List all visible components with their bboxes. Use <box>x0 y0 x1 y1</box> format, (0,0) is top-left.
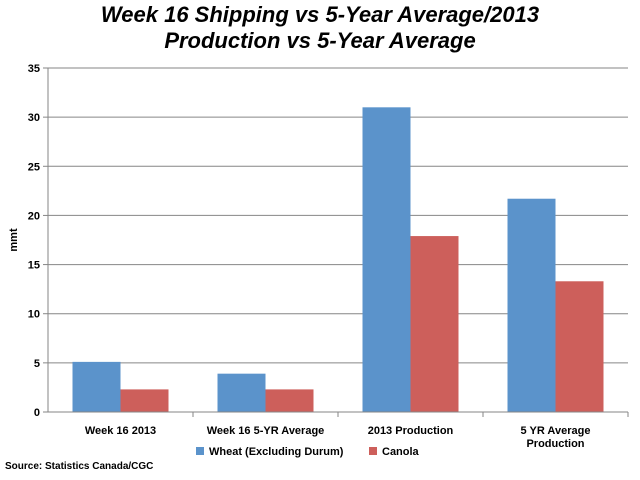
bar-wheat <box>217 373 266 412</box>
bar-wheat <box>362 107 411 413</box>
chart-title: Week 16 Shipping vs 5-Year Average/2013 … <box>0 2 640 54</box>
source-note: Source: Statistics Canada/CGC <box>5 461 154 472</box>
y-tick-label: 30 <box>28 112 40 124</box>
legend-swatch <box>369 447 377 455</box>
bar-wheat <box>507 198 556 412</box>
bar-canola <box>555 281 604 412</box>
x-tick-label: Week 16 5-YR Average <box>207 425 325 437</box>
chart-title-line-2: Production vs 5-Year Average <box>164 28 476 53</box>
y-tick-label: 5 <box>34 358 40 370</box>
y-tick-label: 35 <box>28 63 40 75</box>
y-tick-label: 0 <box>34 407 40 419</box>
y-tick-label: 25 <box>28 161 40 173</box>
legend-label: Wheat (Excluding Durum) <box>209 446 344 458</box>
x-tick-label: 2013 Production <box>368 425 454 437</box>
y-tick-label: 20 <box>28 210 40 222</box>
x-tick-label: Production <box>526 438 584 450</box>
bar-canola <box>265 389 314 412</box>
chart-title-line-1: Week 16 Shipping vs 5-Year Average/2013 <box>100 2 540 27</box>
bar-canola <box>410 236 459 412</box>
x-tick-label: Week 16 2013 <box>85 425 156 437</box>
y-tick-label: 15 <box>28 260 40 272</box>
x-tick-label: 5 YR Average <box>521 425 591 437</box>
y-axis-label: mmt <box>8 228 20 252</box>
legend-swatch <box>196 447 204 455</box>
bar-wheat <box>72 361 121 412</box>
bar-canola <box>120 389 169 412</box>
y-tick-label: 10 <box>28 309 40 321</box>
legend-label: Canola <box>382 446 420 458</box>
